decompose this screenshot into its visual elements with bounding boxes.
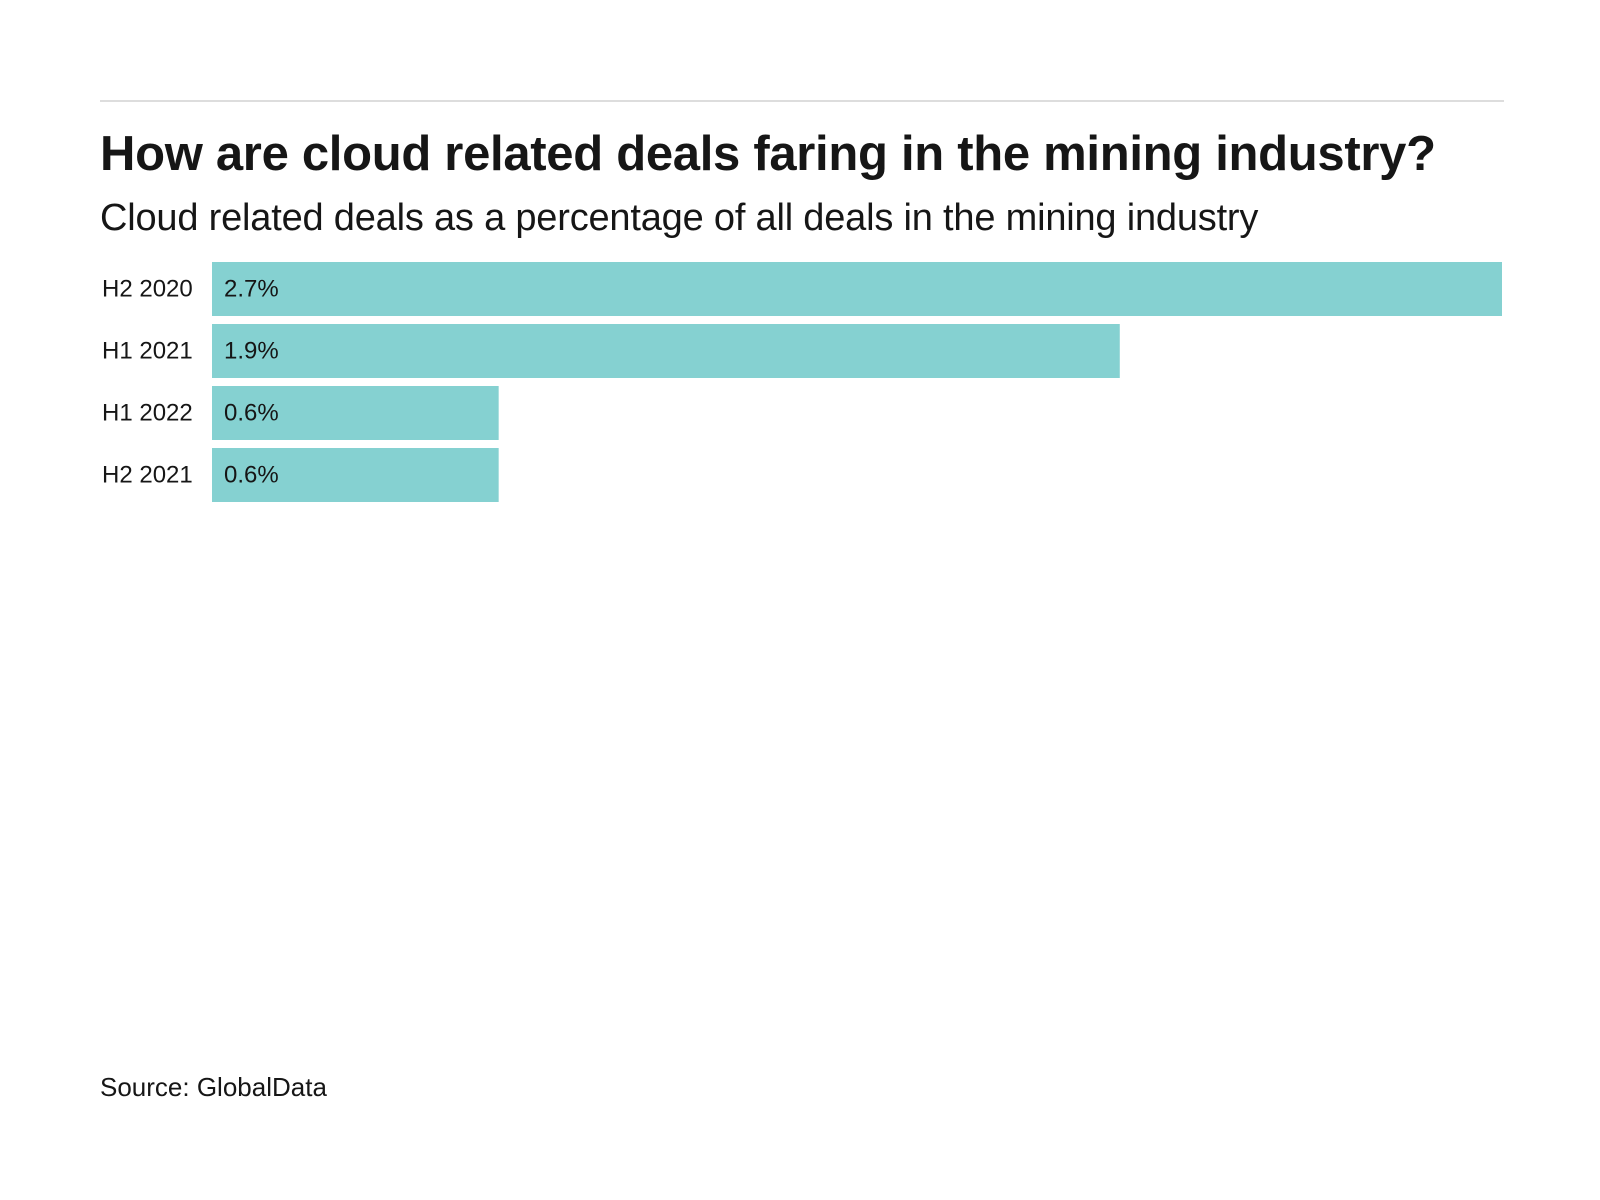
top-divider <box>100 100 1504 102</box>
source-note: Source: GlobalData <box>100 1072 327 1102</box>
value-label: 0.6% <box>224 462 279 489</box>
value-label: 0.6% <box>224 400 279 427</box>
category-label: H1 2021 <box>102 338 193 365</box>
chart-subtitle: Cloud related deals as a percentage of a… <box>100 197 1259 239</box>
value-label: 2.7% <box>224 276 279 303</box>
bar-h2-2021 <box>212 448 499 502</box>
category-label: H1 2022 <box>102 400 193 427</box>
chart-title: How are cloud related deals faring in th… <box>100 127 1436 181</box>
bar-h2-2020 <box>212 262 1502 316</box>
category-label: H2 2020 <box>102 276 193 303</box>
category-label: H2 2021 <box>102 462 193 489</box>
value-label: 1.9% <box>224 338 279 365</box>
bar-h1-2022 <box>212 386 499 440</box>
bar-h1-2021 <box>212 324 1120 378</box>
